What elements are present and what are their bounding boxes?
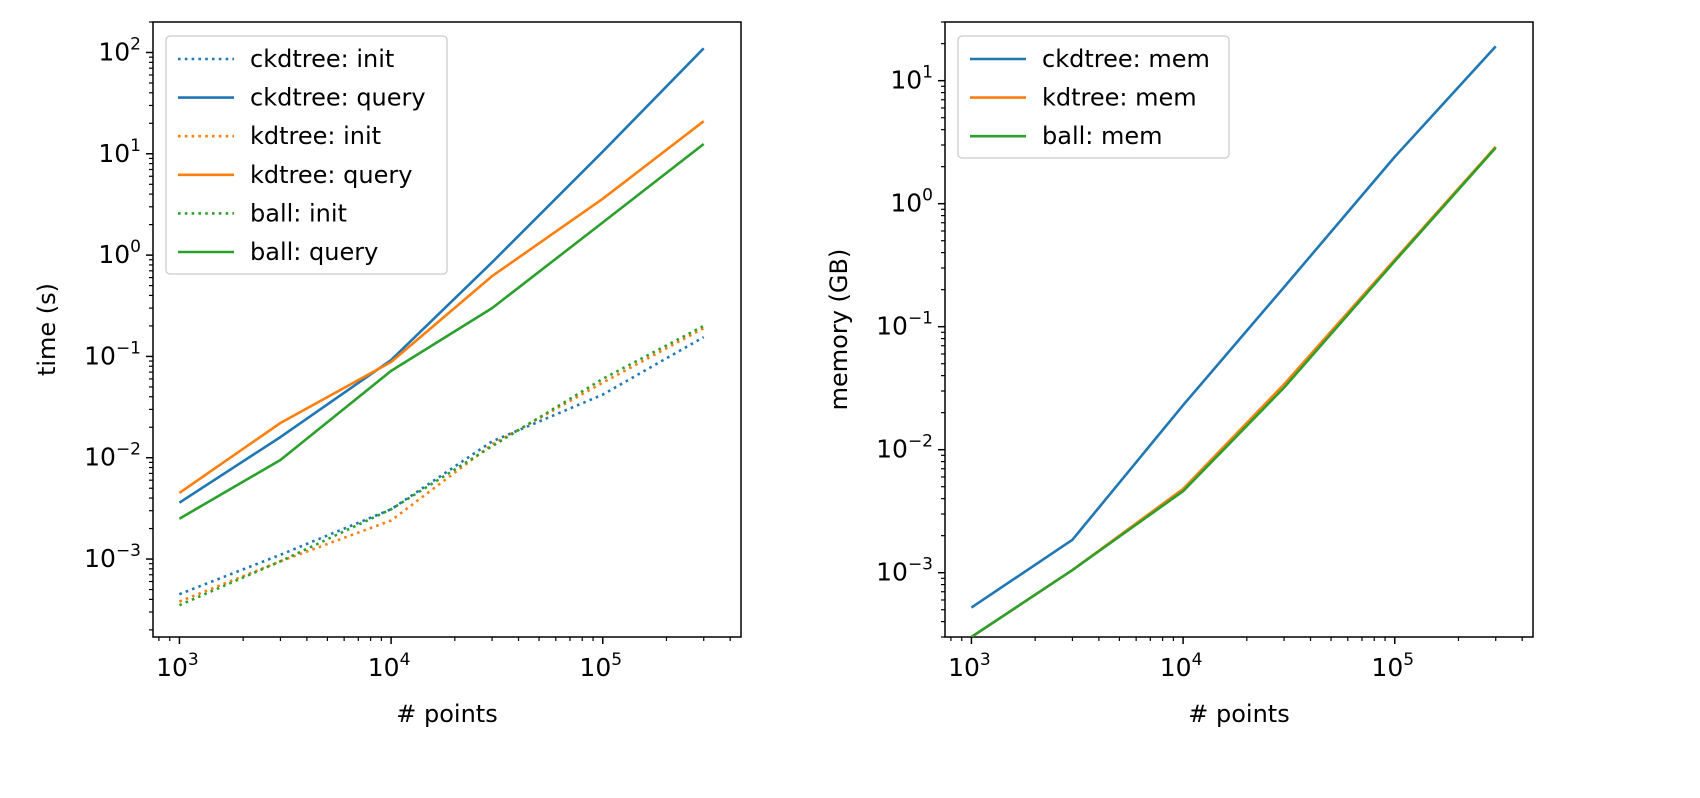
chart0-y-tick-label: 10−3 (84, 541, 141, 573)
chart0-x-tick-label: 105 (579, 650, 622, 682)
legend-label-ball-mem: ball: mem (1042, 122, 1163, 150)
chart0-legend: ckdtree: init ckdtree: query kdtree: init k… (165, 35, 448, 275)
chart0-y-tick-exp: 0 (130, 237, 141, 257)
chart0-y-tick-label: 100 (98, 237, 141, 269)
chart1-y-tick-label: 10−3 (876, 555, 933, 587)
chart0-y-tick-label: 10−1 (84, 338, 141, 370)
chart1-x-tick-base: 10 (1160, 653, 1192, 682)
chart0-x-tick-exp: 5 (611, 650, 622, 670)
chart0-legend-box (165, 35, 448, 275)
chart1-x-axis-label: # points (1188, 700, 1289, 728)
legend-label-kdtree-mem: kdtree: mem (1042, 84, 1197, 112)
series-ckdtree-query (178, 47, 705, 504)
chart1-x-tick-exp: 3 (980, 650, 991, 670)
chart1-x-tick-exp: 4 (1192, 650, 1203, 670)
legend-label-ball-query: ball: query (250, 238, 378, 266)
chart1-y-tick-base: 10 (876, 435, 908, 464)
chart1-x-tick-label: 103 (948, 650, 991, 682)
chart0-y-tick-label: 102 (98, 34, 141, 66)
legend-label-ball-init: ball: init (250, 199, 347, 227)
chart1-y-tick-label: 101 (890, 63, 933, 95)
chart1-legend-box (957, 35, 1230, 159)
chart0-y-tick-base: 10 (98, 139, 130, 168)
chart0-x-tick-label: 104 (368, 650, 411, 682)
chart1-axes-frame (944, 21, 1534, 638)
chart1-x-tick-label: 104 (1160, 650, 1203, 682)
legend-label-kdtree-query: kdtree: query (250, 161, 412, 189)
chart1-y-tick-label: 100 (890, 186, 933, 218)
series-ball-mem (970, 146, 1497, 637)
chart0-x-tick-base: 10 (579, 653, 611, 682)
series-ckdtree-init (178, 335, 705, 596)
chart1-y-tick-exp: −1 (908, 309, 933, 329)
chart1-y-axis-label: memory (GB) (825, 249, 853, 411)
chart0-x-tick-exp: 3 (188, 650, 199, 670)
chart1-y-tick-exp: −3 (908, 555, 933, 575)
chart0-y-tick-base: 10 (84, 443, 116, 472)
series-ckdtree-mem (970, 45, 1497, 609)
legend-label-kdtree-init: kdtree: init (250, 122, 381, 150)
chart0-y-tick-exp: −3 (116, 541, 141, 561)
chart1-y-tick-label: 10−1 (876, 309, 933, 341)
chart1-x-tick-label: 105 (1371, 650, 1414, 682)
legend-label-ckdtree-mem: ckdtree: mem (1042, 45, 1210, 73)
chart0-y-axis-label: time (s) (33, 283, 61, 376)
chart1-y-tick-base: 10 (876, 312, 908, 341)
chart0-axes-frame (152, 21, 742, 638)
series-kdtree-query (178, 120, 705, 494)
chart1-x-tick-exp: 5 (1403, 650, 1414, 670)
chart0-x-axis-label: # points (396, 700, 497, 728)
chart1-x-tick-base: 10 (1371, 653, 1403, 682)
chart0-y-tick-base: 10 (98, 37, 130, 66)
chart0-y-tick-exp: 2 (130, 34, 141, 54)
chart0-y-tick-exp: −2 (116, 440, 141, 460)
chart0-y-tick-base: 10 (84, 544, 116, 573)
chart0-x-tick-base: 10 (156, 653, 188, 682)
chart0-y-tick-exp: −1 (116, 338, 141, 358)
chart1-y-tick-label: 10−2 (876, 432, 933, 464)
chart0-y-tick-base: 10 (84, 341, 116, 370)
legend-label-ckdtree-query: ckdtree: query (250, 84, 426, 112)
chart1-y-tick-base: 10 (890, 66, 922, 95)
chart0-y-tick-exp: 1 (130, 136, 141, 156)
chart0-y-tick-base: 10 (98, 240, 130, 269)
chart0-x-tick-exp: 4 (400, 650, 411, 670)
series-ball-query (178, 142, 705, 520)
chart1-y-tick-base: 10 (876, 558, 908, 587)
chart1-y-tick-exp: 0 (922, 186, 933, 206)
chart0-y-tick-label: 101 (98, 136, 141, 168)
chart1-y-tick-base: 10 (890, 189, 922, 218)
chart1-x-tick-base: 10 (948, 653, 980, 682)
chart0-y-tick-label: 10−2 (84, 440, 141, 472)
legend-label-ckdtree-init: ckdtree: init (250, 45, 394, 73)
series-kdtree-init (178, 327, 705, 603)
chart1-legend: ckdtree: mem kdtree: mem ball: mem (957, 35, 1230, 159)
chart0-x-tick-label: 103 (156, 650, 199, 682)
chart1-y-tick-exp: 1 (922, 63, 933, 83)
chart0-x-tick-base: 10 (368, 653, 400, 682)
chart1-y-tick-exp: −2 (908, 432, 933, 452)
